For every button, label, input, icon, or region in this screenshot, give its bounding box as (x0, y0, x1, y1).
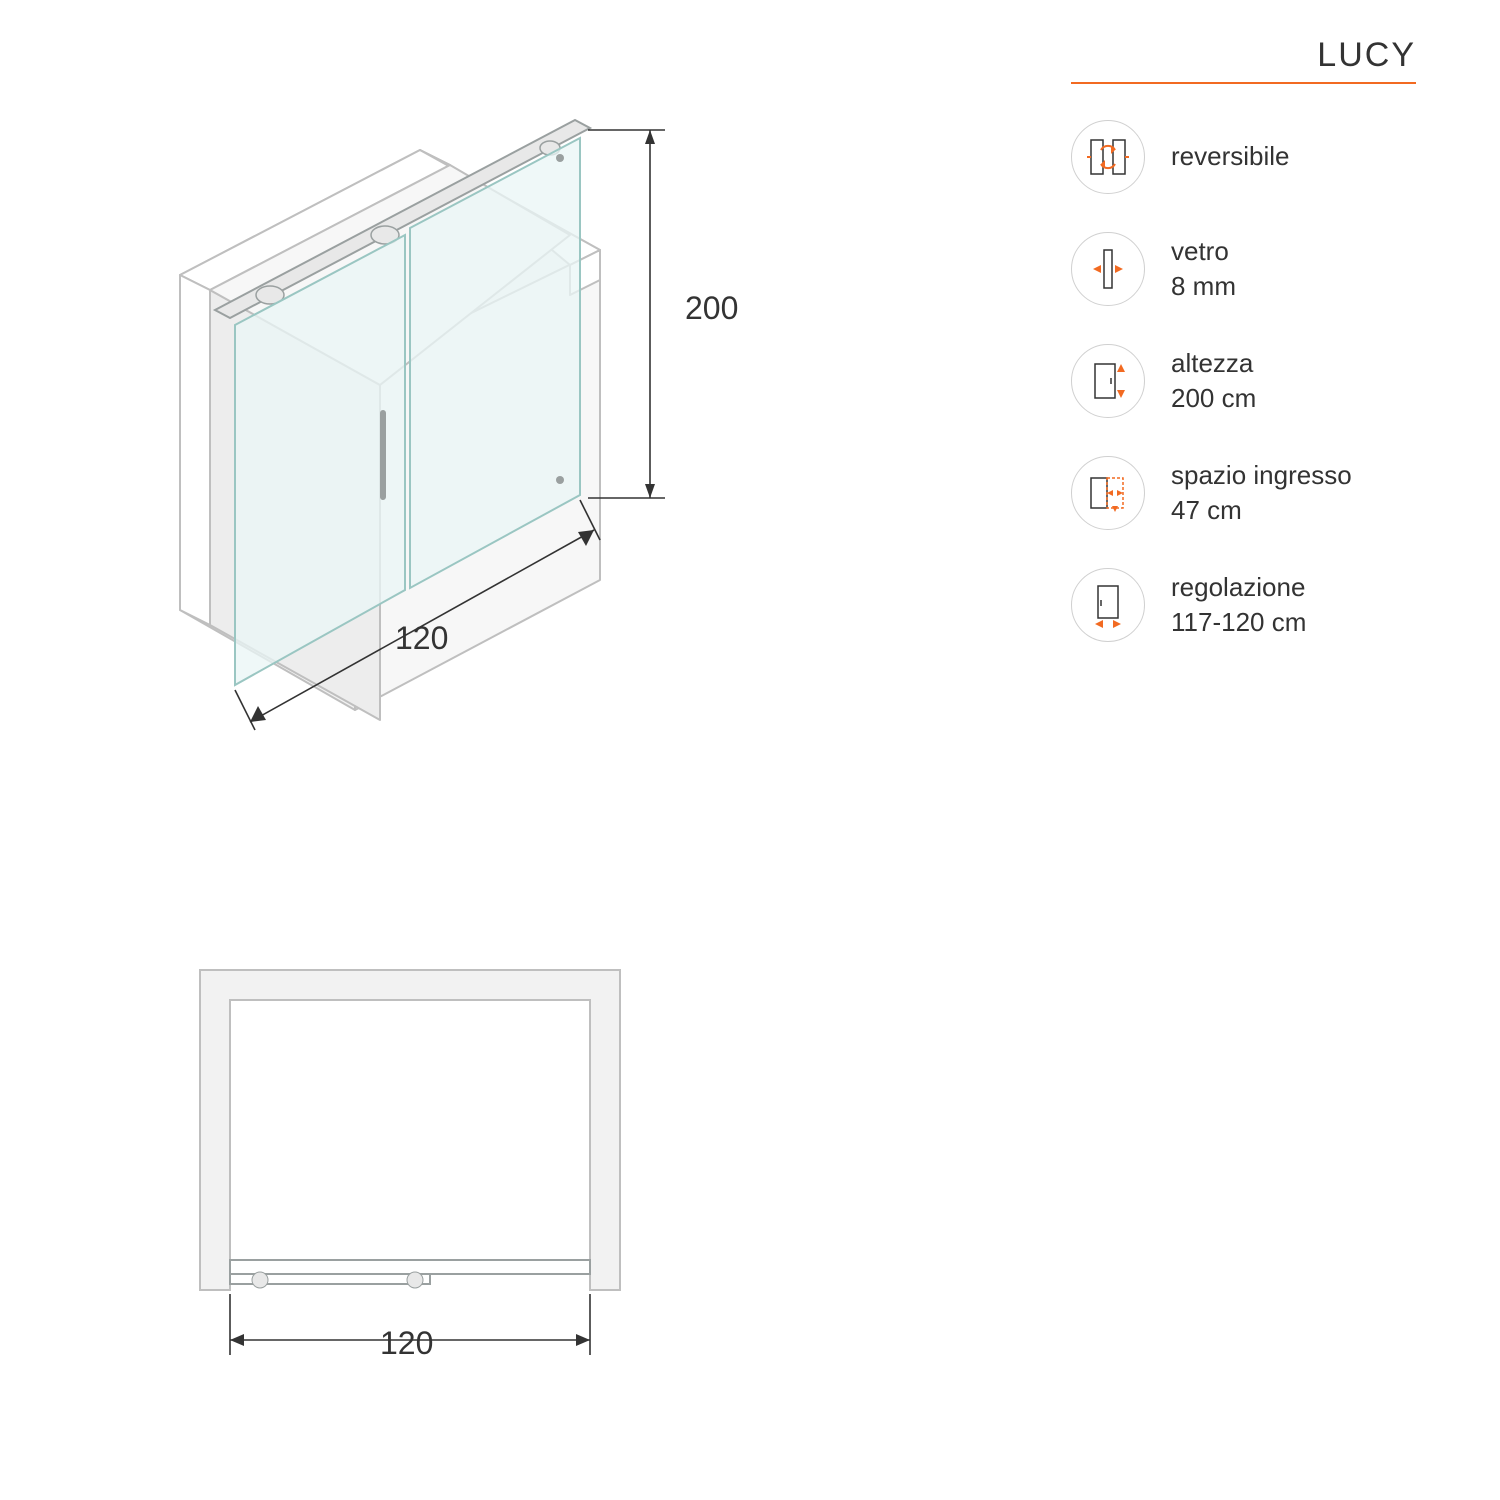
spec-line: 47 cm (1171, 493, 1352, 528)
opening-icon (1071, 456, 1145, 530)
spec-line: 200 cm (1171, 381, 1256, 416)
spec-text: spazio ingresso 47 cm (1171, 458, 1352, 528)
glass-icon (1071, 232, 1145, 306)
spec-text: reversibile (1171, 139, 1290, 174)
spec-text: regolazione 117-120 cm (1171, 570, 1306, 640)
spec-item-reversible: reversibile (1071, 120, 1416, 194)
spec-item-adjust: regolazione 117-120 cm (1071, 568, 1416, 642)
title-underline (1071, 82, 1416, 84)
spec-line: spazio ingresso (1171, 458, 1352, 493)
dim-height-label: 200 (685, 290, 738, 327)
spec-text: altezza 200 cm (1171, 346, 1256, 416)
product-title: LUCY (1317, 36, 1416, 75)
reversible-icon (1071, 120, 1145, 194)
spec-line: reversibile (1171, 139, 1290, 174)
spec-line: 8 mm (1171, 269, 1236, 304)
adjust-icon (1071, 568, 1145, 642)
height-icon (1071, 344, 1145, 418)
dim-plan-width-label: 120 (380, 1325, 433, 1362)
spec-line: altezza (1171, 346, 1256, 381)
spec-item-height: altezza 200 cm (1071, 344, 1416, 418)
spec-text: vetro 8 mm (1171, 234, 1236, 304)
spec-line: regolazione (1171, 570, 1306, 605)
spec-item-opening: spazio ingresso 47 cm (1071, 456, 1416, 530)
dim-width-label: 120 (395, 620, 448, 657)
spec-line: vetro (1171, 234, 1236, 269)
spec-line: 117-120 cm (1171, 605, 1306, 640)
isometric-drawing (120, 110, 840, 750)
spec-item-glass: vetro 8 mm (1071, 232, 1416, 306)
spec-list: reversibile vetro 8 mm altezza (1071, 120, 1416, 680)
